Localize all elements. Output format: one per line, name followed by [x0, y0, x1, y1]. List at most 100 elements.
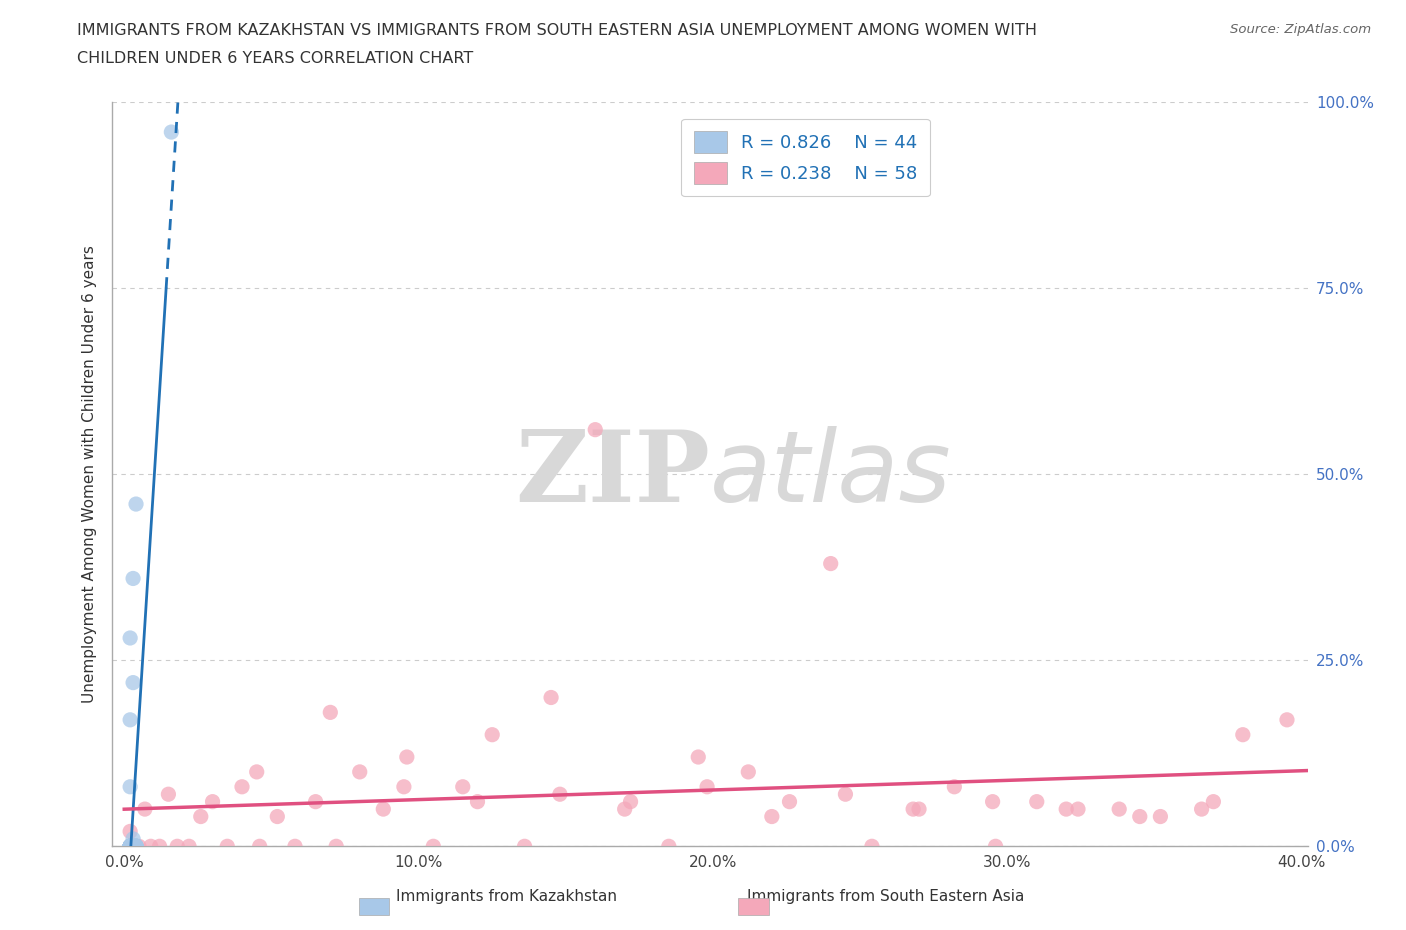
Point: [908, 802, 931, 817]
Point: [125, 839, 148, 854]
Point: [134, 802, 156, 817]
Point: [122, 839, 145, 854]
Point: [120, 839, 142, 854]
Text: CHILDREN UNDER 6 YEARS CORRELATION CHART: CHILDREN UNDER 6 YEARS CORRELATION CHART: [77, 51, 474, 66]
Point: [266, 809, 288, 824]
Point: [481, 727, 503, 742]
Point: [737, 764, 759, 779]
Point: [619, 794, 641, 809]
Point: [120, 779, 142, 794]
Point: [122, 839, 145, 854]
Point: [139, 839, 162, 854]
Legend: R = 0.826    N = 44, R = 0.238    N = 58: R = 0.826 N = 44, R = 0.238 N = 58: [682, 119, 929, 196]
Point: [120, 839, 142, 854]
Point: [943, 779, 966, 794]
Point: [834, 787, 856, 802]
Text: Immigrants from Kazakhstan: Immigrants from Kazakhstan: [395, 889, 617, 904]
Point: [1275, 712, 1298, 727]
Point: [373, 802, 395, 817]
Point: [190, 809, 212, 824]
Point: [120, 839, 142, 854]
Point: [249, 839, 271, 854]
Point: [548, 787, 571, 802]
Point: [304, 794, 326, 809]
Point: [246, 764, 269, 779]
Point: [122, 839, 145, 854]
Point: [658, 839, 681, 854]
Point: [1025, 794, 1047, 809]
Point: [120, 712, 142, 727]
Point: [122, 839, 145, 854]
Point: [451, 779, 474, 794]
Text: Immigrants from South Eastern Asia: Immigrants from South Eastern Asia: [747, 889, 1025, 904]
Point: [125, 839, 148, 854]
Point: [120, 839, 142, 854]
Y-axis label: Unemployment Among Women with Children Under 6 years: Unemployment Among Women with Children U…: [82, 246, 97, 703]
Point: [349, 764, 371, 779]
Point: [120, 839, 142, 854]
Point: [583, 422, 606, 437]
Point: [125, 839, 148, 854]
Point: [157, 787, 180, 802]
Point: [513, 839, 536, 854]
Point: [125, 839, 148, 854]
Point: [122, 839, 145, 854]
Point: [122, 839, 145, 854]
Point: [1067, 802, 1090, 817]
Point: [395, 750, 418, 764]
Point: [122, 675, 145, 690]
Point: [125, 839, 148, 854]
Point: [1054, 802, 1077, 817]
Point: [284, 839, 307, 854]
Point: [981, 794, 1004, 809]
Point: [231, 779, 253, 794]
Point: [125, 839, 148, 854]
Point: [122, 839, 145, 854]
Point: [120, 839, 142, 854]
Point: [201, 794, 224, 809]
Point: [128, 839, 150, 854]
Point: [217, 839, 239, 854]
Point: [696, 779, 718, 794]
Point: [122, 839, 145, 854]
Point: [122, 839, 145, 854]
Text: Source: ZipAtlas.com: Source: ZipAtlas.com: [1230, 23, 1371, 36]
Point: [122, 839, 145, 854]
Point: [120, 824, 142, 839]
Point: [122, 571, 145, 586]
Point: [125, 839, 148, 854]
Point: [166, 839, 188, 854]
Point: [688, 750, 710, 764]
Point: [125, 497, 148, 512]
Point: [122, 839, 145, 854]
Text: ZIP: ZIP: [515, 426, 710, 523]
Point: [177, 839, 200, 854]
Point: [613, 802, 636, 817]
Point: [122, 839, 145, 854]
Point: [122, 839, 145, 854]
Point: [120, 631, 142, 645]
Point: [1149, 809, 1171, 824]
Point: [319, 705, 342, 720]
Point: [122, 839, 145, 854]
Point: [1202, 794, 1225, 809]
Point: [325, 839, 347, 854]
Point: [120, 839, 142, 854]
Point: [761, 809, 783, 824]
Point: [122, 839, 145, 854]
Point: [125, 839, 148, 854]
Point: [120, 839, 142, 854]
Text: IMMIGRANTS FROM KAZAKHSTAN VS IMMIGRANTS FROM SOUTH EASTERN ASIA UNEMPLOYMENT AM: IMMIGRANTS FROM KAZAKHSTAN VS IMMIGRANTS…: [77, 23, 1038, 38]
Point: [467, 794, 489, 809]
Point: [120, 839, 142, 854]
Point: [148, 839, 170, 854]
Point: [120, 839, 142, 854]
Point: [540, 690, 562, 705]
Point: [860, 839, 883, 854]
Point: [122, 839, 145, 854]
Point: [120, 839, 142, 854]
Point: [820, 556, 842, 571]
Point: [392, 779, 415, 794]
Point: [901, 802, 924, 817]
Point: [160, 125, 183, 140]
